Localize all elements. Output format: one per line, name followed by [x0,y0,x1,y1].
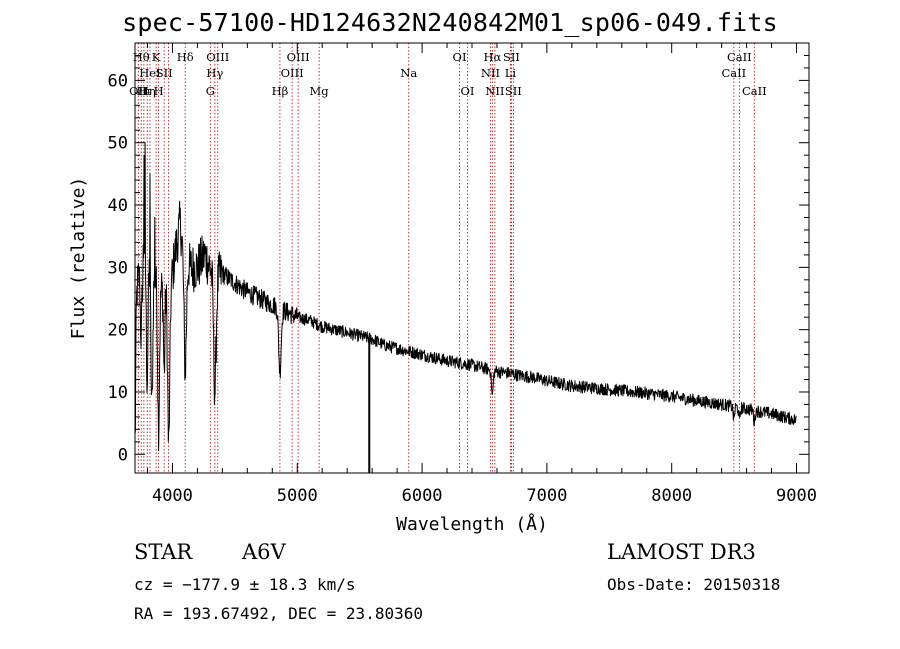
y-tick-label: 10 [108,383,128,403]
y-axis-label: Flux (relative) [68,177,89,340]
line-marker-label: Hβ [272,84,289,98]
x-tick-label: 8000 [651,486,692,506]
x-tick-label: 9000 [776,486,817,506]
object-class: STAR [134,540,193,564]
observation-date: Obs-Date: 20150318 [607,575,781,594]
line-marker-label: Hθ [133,50,150,64]
line-marker-label: Mg [310,84,330,98]
line-marker-label: Hγ [206,66,223,80]
y-axis-ticks: 0 10 20 30 40 50 60 [108,54,809,465]
line-marker-label: Hα [483,50,501,64]
x-axis-ticks: 4000 5000 6000 7000 8000 9000 [146,43,817,506]
y-tick-label: 60 [108,71,128,91]
line-marker-label: Hη [139,84,156,98]
y-tick-label: 30 [108,258,128,278]
x-tick-label: 5000 [277,486,318,506]
line-marker-label: OIII [287,50,310,64]
line-marker-label: NII [485,84,504,98]
line-marker-label: K [152,50,161,64]
line-marker-label: Na [400,66,417,80]
y-tick-label: 0 [118,445,128,465]
y-tick-label: 20 [108,321,128,341]
object-subclass: A6V [242,540,286,564]
line-marker-label: OIII [206,50,229,64]
line-marker-label: SII [505,84,522,98]
line-marker-label: OI [461,84,475,98]
line-marker-label: NII [481,66,500,80]
x-tick-label: 7000 [526,486,567,506]
y-tick-label: 50 [108,134,128,154]
line-markers [137,43,755,473]
line-marker-label: Hι [137,84,152,98]
survey-name: LAMOST DR3 [607,540,756,564]
line-marker-label: OII [129,84,148,98]
line-marker-label: CaII [727,50,752,64]
x-axis-label: Wavelength (Å) [396,513,548,535]
x-tick-label: 4000 [152,486,193,506]
spectrum-line [134,142,797,452]
x-tick-label: 6000 [402,486,443,506]
line-marker-label: H [154,84,164,98]
line-marker-label: Li [505,66,517,80]
line-marker-label: SII [503,50,520,64]
line-marker-label: CaII [721,66,746,80]
line-marker-label: Hδ [177,50,194,64]
line-marker-label: G [206,84,215,98]
coordinates: RA = 193.67492, DEC = 23.80360 [134,604,423,623]
line-marker-label: CaII [742,84,767,98]
line-marker-label: SII [156,66,173,80]
plot-frame [134,42,810,474]
chart-title: spec-57100-HD124632N240842M01_sp06-049.f… [122,8,778,37]
y-tick-label: 40 [108,196,128,216]
line-marker-label: OIII [281,66,304,80]
line-marker-label: OI [453,50,467,64]
redshift-cz: cz = −177.9 ± 18.3 km/s [134,575,356,594]
line-marker-label: HeI [139,66,160,80]
